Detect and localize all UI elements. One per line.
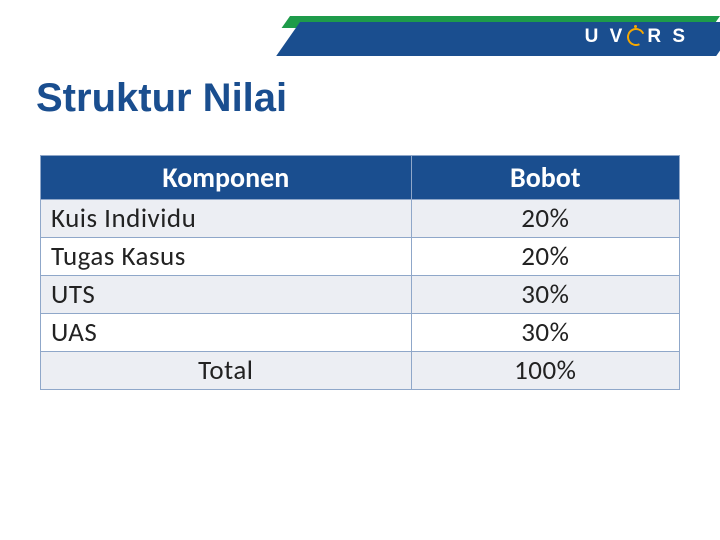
cell-weight: 30% (411, 276, 679, 314)
cell-component: Kuis Individu (41, 200, 412, 238)
col-header-weight: Bobot (411, 156, 679, 200)
cell-total-value: 100% (411, 352, 679, 390)
logo: U V R S (585, 26, 688, 48)
table-row: Tugas Kasus 20% (41, 238, 680, 276)
table-header-row: Komponen Bobot (41, 156, 680, 200)
logo-text-right: R S (647, 26, 688, 48)
logo-ring-icon (627, 28, 645, 46)
cell-weight: 20% (411, 200, 679, 238)
cell-total-label: Total (41, 352, 412, 390)
col-header-component: Komponen (41, 156, 412, 200)
cell-weight: 30% (411, 314, 679, 352)
table-total-row: Total 100% (41, 352, 680, 390)
table-row: Kuis Individu 20% (41, 200, 680, 238)
cell-component: Tugas Kasus (41, 238, 412, 276)
grade-structure-table: Komponen Bobot Kuis Individu 20% Tugas K… (40, 155, 680, 390)
table-row: UAS 30% (41, 314, 680, 352)
cell-component: UAS (41, 314, 412, 352)
page-title: Struktur Nilai (36, 76, 287, 121)
header-band: U V R S (0, 0, 720, 60)
logo-text-left: U V (585, 26, 626, 48)
table-row: UTS 30% (41, 276, 680, 314)
cell-component: UTS (41, 276, 412, 314)
cell-weight: 20% (411, 238, 679, 276)
